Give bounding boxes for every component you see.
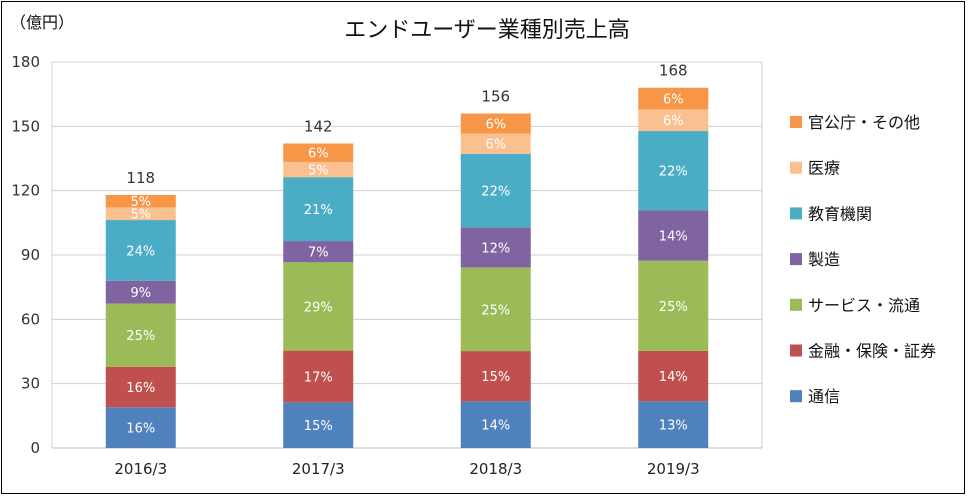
segment-data-label: 14% bbox=[659, 370, 688, 385]
segment-data-label: 15% bbox=[304, 419, 333, 434]
y-tick-label: 180 bbox=[11, 53, 40, 71]
bar-segment bbox=[105, 220, 176, 281]
segment-data-label: 6% bbox=[308, 147, 329, 162]
segment-data-label: 6% bbox=[663, 114, 684, 129]
y-tick-label: 30 bbox=[21, 375, 40, 393]
bar-segment bbox=[460, 153, 531, 228]
bar-segment bbox=[460, 227, 531, 268]
segment-data-label: 16% bbox=[126, 381, 155, 396]
legend-swatch bbox=[790, 161, 802, 174]
bar-segment bbox=[460, 267, 531, 352]
y-tick-label: 90 bbox=[21, 246, 40, 264]
bar-segment bbox=[638, 260, 709, 351]
segment-data-label: 6% bbox=[485, 138, 506, 153]
bar-segment bbox=[105, 366, 176, 408]
bar-segment bbox=[638, 350, 709, 402]
y-tick-label: 60 bbox=[21, 310, 40, 328]
legend-label: 製造 bbox=[808, 250, 840, 269]
segment-data-label: 25% bbox=[126, 329, 155, 344]
segment-data-label: 25% bbox=[481, 303, 510, 318]
legend-label: 金融・保険・証券 bbox=[808, 342, 936, 361]
bar-segment bbox=[460, 351, 531, 402]
segment-data-label: 22% bbox=[481, 185, 510, 200]
bar-segment bbox=[638, 109, 709, 132]
legend-label: 官公庁・その他 bbox=[808, 113, 920, 132]
segment-data-label: 5% bbox=[130, 195, 151, 210]
y-tick-label: 150 bbox=[11, 117, 40, 135]
bar-total-label: 168 bbox=[659, 62, 688, 80]
segment-data-label: 17% bbox=[304, 370, 333, 385]
legend-label: サービス・流通 bbox=[808, 296, 920, 315]
segment-data-label: 25% bbox=[659, 300, 688, 315]
bar-segment bbox=[283, 177, 354, 242]
segment-data-label: 6% bbox=[485, 118, 506, 133]
x-tick-label: 2017/3 bbox=[292, 460, 345, 478]
chart-title: エンドユーザー業種別売上高 bbox=[344, 18, 630, 43]
bar-segment bbox=[283, 143, 354, 162]
segment-data-label: 5% bbox=[130, 208, 151, 223]
legend-swatch bbox=[790, 207, 802, 220]
bar-total-label: 156 bbox=[481, 87, 510, 105]
segment-data-label: 14% bbox=[481, 419, 510, 434]
bars: 16%16%25%9%24%5%5%11815%17%29%7%21%5%6%1… bbox=[105, 62, 709, 448]
bar-segment bbox=[283, 402, 354, 448]
y-tick-label: 0 bbox=[30, 439, 40, 457]
bar-segment bbox=[638, 131, 709, 211]
bar-segment bbox=[283, 350, 354, 403]
segment-data-label: 6% bbox=[663, 93, 684, 108]
bar-total-label: 118 bbox=[126, 169, 155, 187]
segment-data-label: 14% bbox=[659, 230, 688, 245]
unit-label: （億円） bbox=[10, 13, 74, 32]
bar-segment bbox=[283, 241, 354, 263]
segment-data-label: 7% bbox=[308, 246, 329, 261]
x-axis: 2016/3 2017/3 2018/3 2019/3 bbox=[114, 460, 699, 478]
segment-data-label: 24% bbox=[126, 244, 155, 259]
legend-label: 医療 bbox=[808, 159, 840, 178]
legend-label: 教育機関 bbox=[808, 204, 872, 223]
bar-segment bbox=[105, 207, 176, 221]
segment-data-label: 16% bbox=[126, 422, 155, 437]
legend-label: 通信 bbox=[808, 387, 840, 406]
legend-swatch bbox=[790, 253, 802, 266]
bar-segment bbox=[638, 401, 709, 448]
segment-data-label: 22% bbox=[659, 165, 688, 180]
x-tick-label: 2019/3 bbox=[647, 460, 700, 478]
x-tick-label: 2018/3 bbox=[469, 460, 522, 478]
segment-data-label: 21% bbox=[304, 203, 333, 218]
legend-swatch bbox=[790, 344, 802, 357]
bar-segment bbox=[283, 161, 354, 178]
bar-segment bbox=[638, 87, 709, 110]
x-tick-label: 2016/3 bbox=[114, 460, 167, 478]
segment-data-label: 5% bbox=[308, 164, 329, 179]
bar-segment bbox=[105, 280, 176, 304]
segment-data-label: 13% bbox=[659, 419, 688, 434]
segment-data-label: 12% bbox=[481, 241, 510, 256]
bar-segment bbox=[460, 401, 531, 448]
bar-segment bbox=[105, 194, 176, 208]
bar-total-label: 142 bbox=[304, 117, 333, 135]
segment-data-label: 9% bbox=[130, 286, 151, 301]
segment-data-label: 15% bbox=[481, 370, 510, 385]
bar-segment bbox=[283, 262, 354, 351]
bar-segment bbox=[105, 303, 176, 367]
y-tick-label: 120 bbox=[11, 182, 40, 200]
legend-swatch bbox=[790, 298, 802, 311]
bar-segment bbox=[105, 407, 176, 448]
legend-swatch bbox=[790, 116, 802, 128]
bar-segment bbox=[460, 133, 531, 154]
bar-segment bbox=[460, 113, 531, 134]
legend-swatch bbox=[790, 390, 802, 403]
segment-data-label: 29% bbox=[304, 300, 333, 315]
bar-segment bbox=[638, 210, 709, 261]
